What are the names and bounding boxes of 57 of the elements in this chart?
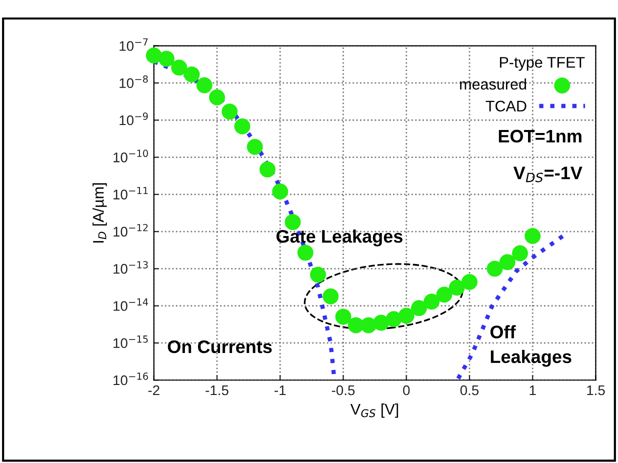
point bbox=[171, 60, 188, 76]
legend-title: P-type TFET bbox=[500, 57, 585, 71]
point bbox=[158, 50, 174, 67]
x-tick-label: -0.5 bbox=[332, 385, 355, 396]
point bbox=[360, 317, 376, 334]
point bbox=[260, 161, 276, 178]
x-tick-label: -2 bbox=[148, 385, 160, 396]
point bbox=[209, 89, 225, 106]
x-tick-label: 0.5 bbox=[460, 385, 479, 396]
point bbox=[297, 244, 314, 261]
annotation: Gate Leakages bbox=[276, 230, 402, 246]
point bbox=[184, 66, 200, 82]
point bbox=[448, 280, 465, 296]
point bbox=[462, 274, 478, 290]
point bbox=[373, 314, 390, 331]
point bbox=[436, 286, 452, 303]
point bbox=[524, 228, 541, 244]
x-tick-label: 1 bbox=[530, 385, 536, 396]
point bbox=[222, 104, 238, 120]
y-tick-label: 10$^{−14}$ bbox=[114, 298, 148, 311]
y-axis-title: I$_{D}$ [A/µm] bbox=[92, 183, 107, 243]
x-tick-label: 1.5 bbox=[587, 385, 605, 396]
point bbox=[196, 77, 212, 94]
point bbox=[411, 300, 427, 316]
point bbox=[486, 260, 503, 277]
y-tick-label: 10$^{−7}$ bbox=[120, 38, 148, 51]
point bbox=[386, 311, 402, 328]
x-tick-label: -1 bbox=[274, 385, 286, 396]
y-tick-label: 10$^{−12}$ bbox=[114, 224, 148, 237]
annotation: V$_{DS}$=-1V bbox=[513, 166, 582, 182]
x-axis-title: V$_{GS}$ [V] bbox=[350, 403, 398, 418]
legend-label: measured bbox=[460, 78, 526, 90]
y-tick-label: 10$^{−13}$ bbox=[114, 261, 148, 274]
x-tick-label: -1.5 bbox=[206, 385, 228, 396]
point bbox=[335, 308, 352, 325]
y-tick-label: 10$^{−11}$ bbox=[114, 186, 148, 200]
y-tick-label: 10$^{−8}$ bbox=[120, 75, 148, 88]
point bbox=[424, 294, 440, 310]
point bbox=[284, 214, 301, 230]
x-tick-label: 0 bbox=[403, 385, 410, 396]
point bbox=[512, 245, 528, 262]
point bbox=[322, 288, 339, 304]
y-tick-label: 10$^{−9}$ bbox=[120, 112, 148, 126]
y-tick-label: 10$^{−10}$ bbox=[114, 150, 148, 162]
point bbox=[234, 118, 250, 134]
annotation: EOT=1nm bbox=[498, 130, 582, 143]
y-tick-label: 10$^{−15}$ bbox=[114, 336, 148, 348]
point bbox=[310, 266, 326, 283]
y-tick-label: 10$^{−16}$ bbox=[114, 372, 148, 386]
point bbox=[398, 308, 414, 324]
annotation: On Currents bbox=[168, 340, 272, 354]
point bbox=[246, 138, 263, 155]
point bbox=[146, 48, 162, 64]
point bbox=[272, 183, 288, 200]
point bbox=[499, 254, 516, 270]
legend-label: TCAD bbox=[486, 100, 526, 112]
annotation: Off Leakages bbox=[490, 325, 572, 367]
